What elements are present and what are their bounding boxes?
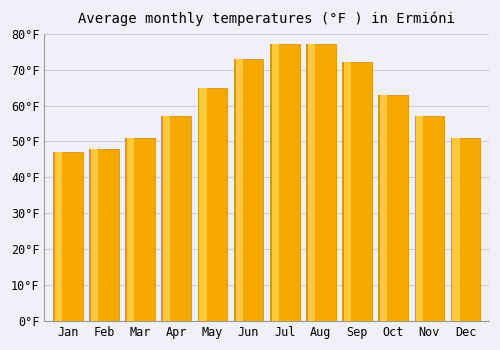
Bar [234, 59, 235, 321]
Bar [450, 138, 480, 321]
Bar [414, 116, 424, 321]
Bar [89, 149, 119, 321]
Bar [270, 44, 300, 321]
Bar [414, 116, 416, 321]
Title: Average monthly temperatures (°F ) in Ermióni: Average monthly temperatures (°F ) in Er… [78, 11, 455, 26]
Bar [126, 138, 134, 321]
Bar [89, 149, 98, 321]
Bar [270, 44, 279, 321]
Bar [306, 44, 315, 321]
Bar [162, 116, 164, 321]
Bar [53, 152, 62, 321]
Bar [378, 95, 380, 321]
Bar [414, 116, 444, 321]
Bar [450, 138, 452, 321]
Bar [126, 138, 155, 321]
Bar [53, 152, 55, 321]
Bar [162, 116, 191, 321]
Bar [198, 88, 200, 321]
Bar [162, 116, 170, 321]
Bar [306, 44, 308, 321]
Bar [89, 149, 91, 321]
Bar [270, 44, 272, 321]
Bar [198, 88, 228, 321]
Bar [378, 95, 408, 321]
Bar [234, 59, 264, 321]
Bar [306, 44, 336, 321]
Bar [342, 62, 351, 321]
Bar [342, 62, 372, 321]
Bar [342, 62, 344, 321]
Bar [53, 152, 82, 321]
Bar [198, 88, 206, 321]
Bar [234, 59, 242, 321]
Bar [378, 95, 388, 321]
Bar [450, 138, 460, 321]
Bar [126, 138, 127, 321]
